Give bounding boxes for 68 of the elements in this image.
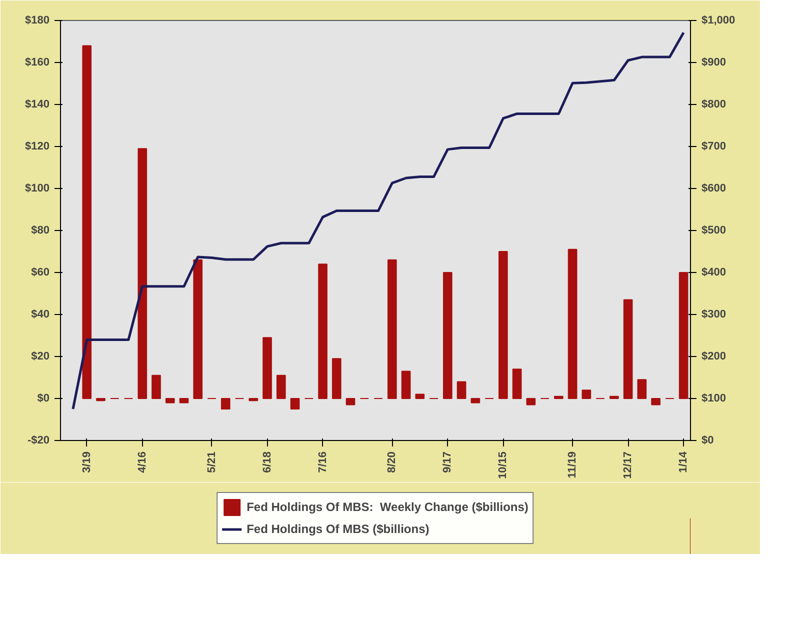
y2-tick-label: $200 xyxy=(702,350,726,362)
bar xyxy=(179,398,189,404)
bar xyxy=(290,398,300,410)
x-tick-label: 9/17 xyxy=(442,451,454,473)
x-tick-label: 7/16 xyxy=(316,451,329,473)
bar xyxy=(582,390,592,399)
x-tick-label: 8/20 xyxy=(386,451,398,473)
x-tick-label: 3/19 xyxy=(80,451,93,473)
y-tick-label: $140 xyxy=(25,98,50,110)
bar xyxy=(152,374,161,399)
bar xyxy=(262,337,272,399)
x-tick-label: 5/21 xyxy=(206,451,218,473)
x-tick-label: 6/18 xyxy=(261,451,274,473)
y-tick-label: $80 xyxy=(31,224,50,236)
y2-tick-label: $900 xyxy=(702,56,726,68)
x-tick-label: 4/16 xyxy=(136,451,148,473)
y-tick-label: $180 xyxy=(25,14,50,26)
bar xyxy=(276,374,286,399)
bar xyxy=(651,398,660,406)
bar xyxy=(610,396,619,399)
bar xyxy=(332,358,342,399)
y-tick-label: -$20 xyxy=(27,434,50,446)
legend-label: Fed Holdings Of MBS ($billions) xyxy=(246,522,430,536)
y2-tick-label: $1,000 xyxy=(702,14,736,26)
line-series xyxy=(72,31,685,410)
bar xyxy=(498,251,508,399)
bar xyxy=(456,381,466,399)
bar xyxy=(678,272,688,399)
y-tick-label: $40 xyxy=(31,308,50,320)
bar xyxy=(512,368,522,399)
x-tick-label: 1/14 xyxy=(678,450,690,473)
bar xyxy=(568,248,578,399)
bar xyxy=(193,259,203,399)
y2-tick-label: $100 xyxy=(702,392,726,404)
y-tick-label: $100 xyxy=(25,182,50,194)
y2-tick-label: $0 xyxy=(702,434,714,446)
x-tick-label: 11/19 xyxy=(566,452,579,478)
bar xyxy=(415,394,425,399)
y2-tick-label: $700 xyxy=(702,140,726,152)
bar xyxy=(346,398,356,406)
bar xyxy=(623,299,633,399)
x-tick-label: 12/17 xyxy=(622,451,634,480)
bar xyxy=(138,148,148,399)
y2-tick-label: $500 xyxy=(702,224,726,236)
y-tick-label: $120 xyxy=(25,140,50,152)
y2-tick-label: $800 xyxy=(702,98,726,110)
bar xyxy=(96,398,106,402)
bar xyxy=(165,398,175,404)
bar xyxy=(220,398,230,410)
x-tick-label: 10/15 xyxy=(497,451,510,480)
y2-tick-label: $300 xyxy=(702,308,726,320)
bar xyxy=(248,398,258,402)
bar xyxy=(526,398,536,406)
y-tick-label: $20 xyxy=(31,350,50,362)
bar xyxy=(637,379,647,399)
bar xyxy=(318,264,328,399)
bar xyxy=(470,398,480,404)
y-tick-label: $160 xyxy=(25,56,50,68)
bar xyxy=(442,272,452,399)
y2-tick-label: $600 xyxy=(702,182,726,194)
legend-label: Fed Holdings Of MBS: Weekly Change ($billions) xyxy=(246,500,528,514)
y-tick-label: $60 xyxy=(31,266,50,278)
y2-tick-label: $400 xyxy=(702,266,726,278)
y-tick-label: $0 xyxy=(37,392,50,404)
bar xyxy=(401,370,411,399)
bar xyxy=(82,45,92,399)
bar xyxy=(554,396,564,399)
bar xyxy=(387,259,397,399)
